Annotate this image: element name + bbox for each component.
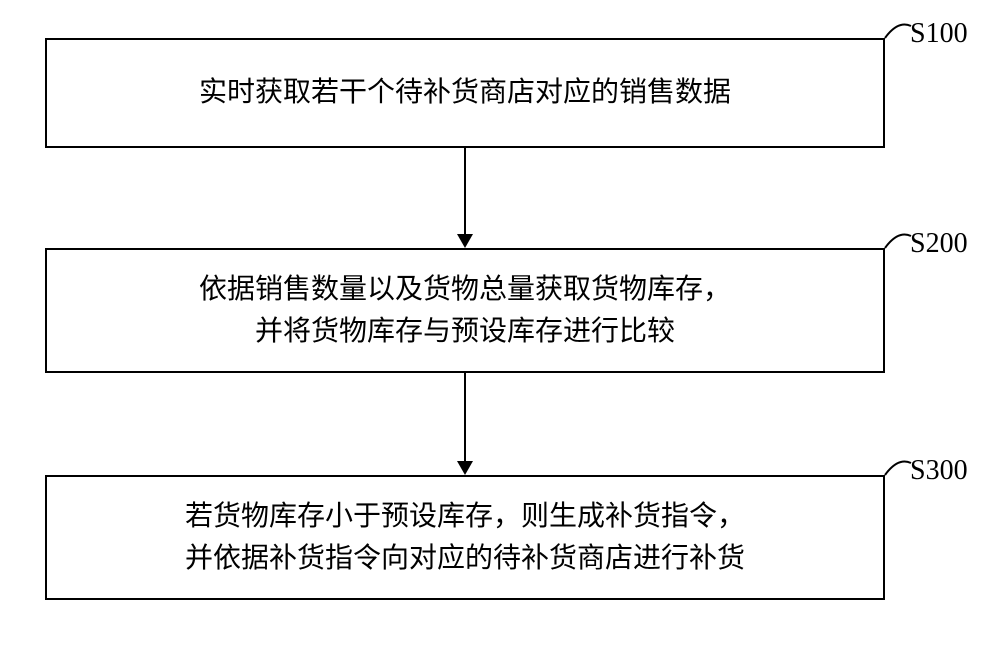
leader-line-s100: [873, 18, 913, 48]
flowchart-node-s200: 依据销售数量以及货物总量获取货物库存， 并将货物库存与预设库存进行比较: [45, 248, 885, 373]
arrow-s200-s300: [464, 373, 466, 461]
step-label-s300: S300: [910, 455, 968, 487]
flowchart-node-s100: 实时获取若干个待补货商店对应的销售数据: [45, 38, 885, 148]
flowchart-container: 实时获取若干个待补货商店对应的销售数据 S100 依据销售数量以及货物总量获取货…: [0, 0, 1000, 657]
arrow-head-s200-s300: [457, 461, 473, 475]
arrow-s100-s200: [464, 148, 466, 234]
flowchart-node-s300: 若货物库存小于预设库存，则生成补货指令， 并依据补货指令向对应的待补货商店进行补…: [45, 475, 885, 600]
leader-line-s200: [873, 228, 913, 258]
node-text-s200: 依据销售数量以及货物总量获取货物库存， 并将货物库存与预设库存进行比较: [199, 269, 731, 353]
step-label-s100: S100: [910, 18, 968, 50]
arrow-head-s100-s200: [457, 234, 473, 248]
step-label-s200: S200: [910, 228, 968, 260]
leader-line-s300: [873, 455, 913, 485]
node-text-s100: 实时获取若干个待补货商店对应的销售数据: [199, 72, 731, 114]
node-text-s300: 若货物库存小于预设库存，则生成补货指令， 并依据补货指令向对应的待补货商店进行补…: [185, 496, 745, 580]
